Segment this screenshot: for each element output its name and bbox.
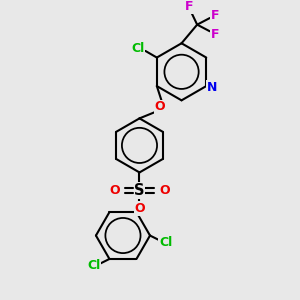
Text: F: F	[211, 8, 219, 22]
Text: O: O	[109, 184, 120, 197]
Text: F: F	[211, 28, 219, 41]
Text: O: O	[154, 100, 165, 113]
Text: Cl: Cl	[132, 42, 145, 55]
Text: S: S	[134, 183, 145, 198]
Text: O: O	[134, 202, 145, 215]
Text: N: N	[207, 81, 217, 94]
Text: Cl: Cl	[87, 259, 101, 272]
Text: Cl: Cl	[159, 236, 172, 249]
Text: F: F	[184, 0, 193, 13]
Text: O: O	[159, 184, 170, 197]
